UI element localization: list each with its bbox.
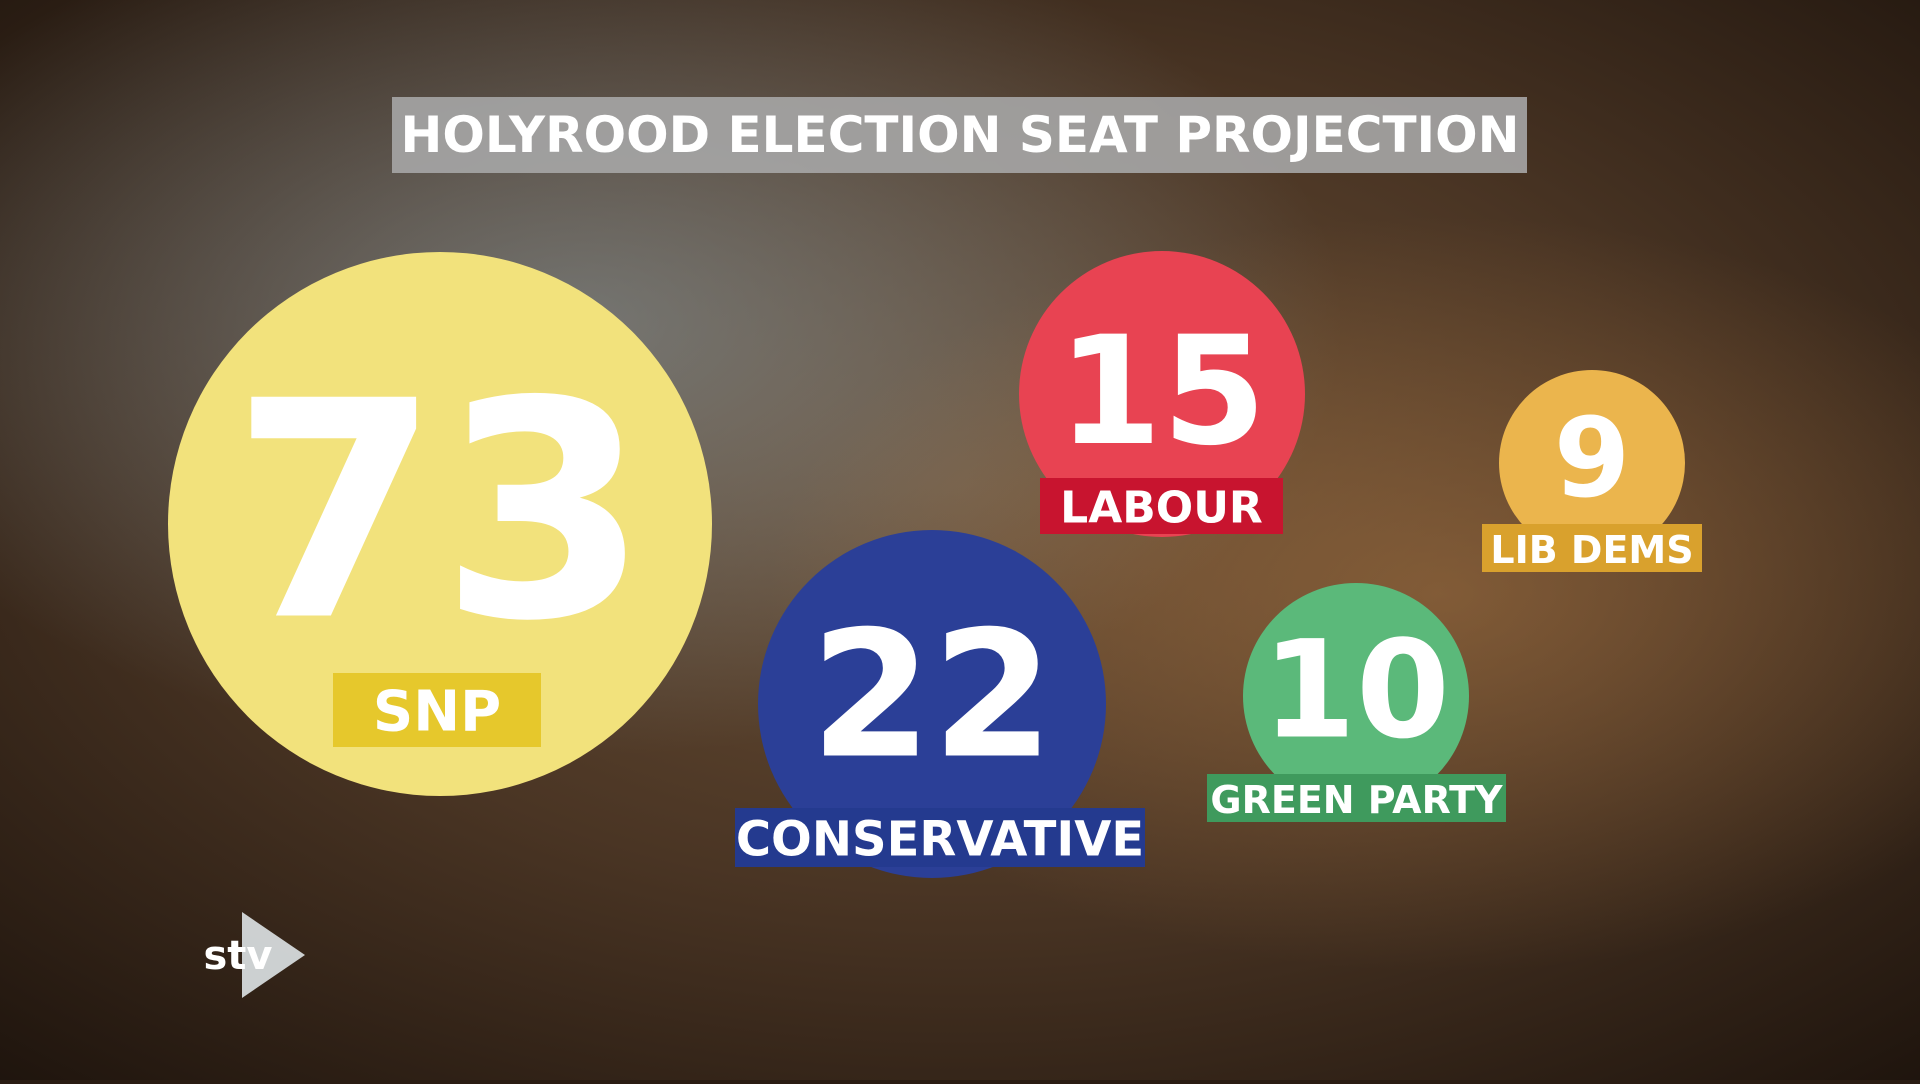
title-box <box>392 97 1527 173</box>
chart-title: HOLYROOD ELECTION SEAT PROJECTION <box>400 106 1519 164</box>
bubble <box>1499 370 1685 556</box>
bubble <box>168 252 712 796</box>
bubble <box>758 530 1106 878</box>
label-band <box>1040 478 1283 534</box>
category-label: LIB DEMS <box>1490 528 1693 572</box>
value-label: 73 <box>231 338 648 687</box>
bubble <box>1243 583 1469 809</box>
category-label: SNP <box>373 680 501 745</box>
logo-text: stv <box>203 933 272 979</box>
bubble <box>1019 251 1305 537</box>
category-label: LABOUR <box>1060 483 1263 534</box>
value-label: 9 <box>1554 394 1631 522</box>
logo-shape <box>242 912 305 998</box>
value-label: 15 <box>1058 305 1267 479</box>
category-label: GREEN PARTY <box>1210 778 1503 822</box>
label-band <box>1207 774 1506 822</box>
label-band <box>735 808 1145 867</box>
category-label: CONSERVATIVE <box>736 812 1144 868</box>
value-label: 22 <box>810 595 1054 798</box>
label-band <box>333 673 541 747</box>
logo: stv <box>203 912 305 998</box>
label-band <box>1482 524 1702 572</box>
value-label: 10 <box>1262 612 1450 769</box>
